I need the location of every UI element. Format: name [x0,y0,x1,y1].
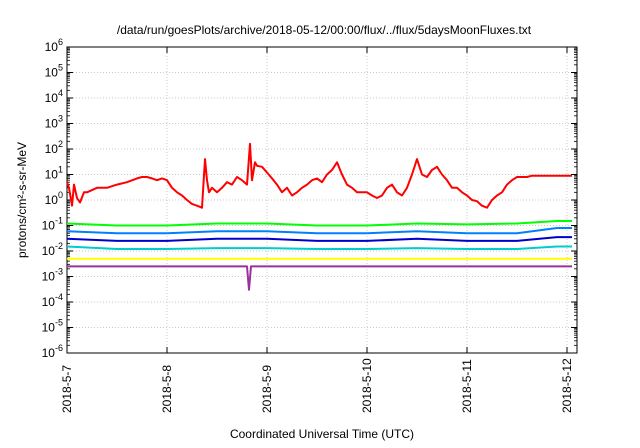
y-tick-label: 103 [45,114,63,131]
y-tick-label: 10-2 [42,241,63,258]
y-tick-label: 10-1 [42,216,63,233]
x-tick-label: 2018-5-9 [260,365,274,413]
series-line-7 [67,265,572,291]
x-axis: 2018-5-7 2018-5-8 2018-5-9 2018-5-10 2018-5-… [60,47,574,413]
series-line-5 [66,245,572,250]
series-group [66,142,572,291]
series-line-2 [66,220,572,227]
y-tick-label: 10-3 [42,267,63,284]
series-line-1 [66,142,572,209]
series-line-4 [66,236,572,242]
x-tick-label: 2018-5-10 [360,358,374,413]
grid [67,47,577,353]
x-tick-label: 2018-5-11 [460,359,474,413]
x-tick-label: 2018-5-12 [560,358,574,413]
y-tick-label: 100 [45,190,63,207]
y-axis: 10-6 10-5 10-4 10-3 10-2 10-1 100 101 102 103 104 1… [42,37,577,360]
x-tick-label: 2018-5-7 [60,365,74,413]
y-tick-label: 102 [45,139,63,156]
chart-title: /data/run/goesPlots/archive/2018-05-12/0… [117,23,532,37]
y-tick-label: 101 [45,165,63,182]
y-axis-title: protons/cm²-s-sr-MeV [15,142,29,258]
y-tick-label: 10-5 [42,318,63,335]
y-tick-label: 104 [45,88,63,105]
x-axis-title: Coordinated Universal Time (UTC) [230,427,414,441]
y-tick-label: 10-6 [42,343,63,360]
series-line-3 [66,227,572,235]
x-tick-label: 2018-5-8 [160,365,174,413]
y-tick-label: 105 [45,63,63,80]
y-tick-label: 10-4 [42,292,63,309]
y-tick-label: 106 [45,37,63,54]
